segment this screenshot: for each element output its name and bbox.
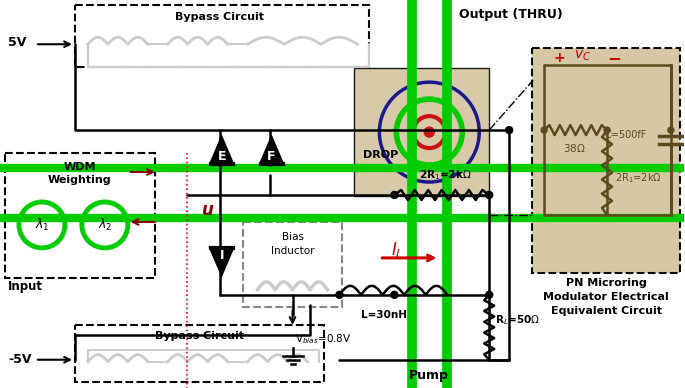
Text: Bypass Circuit: Bypass Circuit (175, 12, 264, 22)
Circle shape (604, 127, 610, 133)
Text: $\lambda_2$: $\lambda_2$ (97, 217, 112, 233)
Bar (354, 68, 489, 196)
Text: $v_C$: $v_C$ (573, 49, 590, 63)
Text: -5V: -5V (8, 353, 32, 366)
Circle shape (391, 192, 398, 199)
Circle shape (668, 127, 674, 133)
Text: Inductor: Inductor (271, 246, 314, 256)
Bar (532, 48, 680, 273)
Text: Output (THRU): Output (THRU) (459, 8, 563, 21)
Text: −: − (607, 49, 621, 67)
Text: Pump: Pump (410, 369, 449, 382)
Polygon shape (210, 248, 233, 274)
Text: Weighting: Weighting (48, 175, 112, 185)
Circle shape (541, 127, 547, 133)
Text: +: + (553, 51, 565, 65)
Text: 38$\Omega$: 38$\Omega$ (563, 142, 586, 154)
Text: E: E (217, 149, 226, 163)
Circle shape (506, 126, 512, 133)
Text: V$_{bias}$=0.8V: V$_{bias}$=0.8V (295, 332, 351, 346)
Text: I: I (219, 249, 224, 262)
Text: $I_L$: $I_L$ (391, 240, 403, 260)
Text: C=500fF: C=500fF (605, 130, 647, 140)
Text: Modulator Electrical: Modulator Electrical (543, 292, 669, 302)
Circle shape (486, 192, 493, 199)
Text: Bypass Circuit: Bypass Circuit (155, 331, 244, 341)
Text: Input: Input (8, 280, 43, 293)
Text: WDM: WDM (64, 162, 96, 172)
Text: DROP: DROP (364, 150, 399, 160)
Text: R$_L$=50$\Omega$: R$_L$=50$\Omega$ (495, 313, 540, 327)
Circle shape (336, 291, 343, 298)
Circle shape (486, 291, 493, 298)
Text: 2R$_1$=2k$\Omega$: 2R$_1$=2k$\Omega$ (615, 171, 662, 185)
Text: Equivalent Circuit: Equivalent Circuit (551, 306, 662, 316)
Text: L=30nH: L=30nH (362, 310, 408, 320)
Text: PN Microring: PN Microring (566, 278, 647, 288)
Text: 2R$_1$=2k$\Omega$: 2R$_1$=2k$\Omega$ (419, 168, 472, 182)
Polygon shape (210, 138, 233, 164)
Circle shape (424, 127, 434, 137)
Text: u: u (201, 201, 214, 219)
Circle shape (391, 291, 398, 298)
Text: $\lambda_1$: $\lambda_1$ (35, 217, 49, 233)
Polygon shape (260, 138, 283, 164)
Text: Bias: Bias (282, 232, 303, 242)
Text: F: F (267, 149, 276, 163)
Text: 5V: 5V (8, 36, 26, 49)
